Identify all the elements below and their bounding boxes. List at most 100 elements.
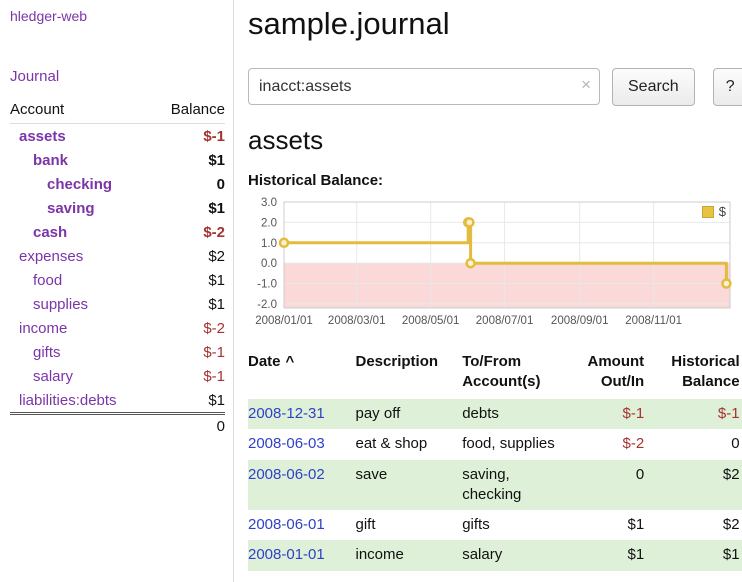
account-link-saving[interactable]: saving: [47, 199, 95, 217]
accounts-header-account: Account: [10, 101, 153, 124]
account-name-cell: gifts: [10, 340, 152, 364]
balance-chart: 3.0 2.0 1.0 0.0 -1.0 -2.0 2008/01/01 2008/03/01…: [248, 196, 736, 338]
account-link-food[interactable]: food: [33, 271, 63, 289]
account-link-cash[interactable]: cash: [33, 223, 68, 241]
register-row: 2008-12-31 pay off debts $-1 $-1: [248, 399, 742, 430]
account-balance: $-1: [203, 343, 225, 361]
account-link-assets[interactable]: assets: [19, 127, 66, 145]
register-row: 2008-06-02 save saving, checking 0 $2: [248, 459, 742, 511]
account-link-supplies[interactable]: supplies: [33, 295, 89, 313]
account-link-expenses[interactable]: expenses: [19, 247, 84, 265]
tofrom-accounts-cell: saving, checking: [462, 465, 522, 503]
register-row: 2008-06-01 gift gifts $1 $2: [248, 510, 742, 540]
sidebar-account-row: salary $-1: [10, 364, 225, 388]
page-title: sample.journal: [248, 6, 450, 41]
account-name-cell: assets: [10, 124, 152, 149]
account-balance: $-1: [203, 127, 225, 145]
register-row: 2008-06-03 eat & shop food, supplies $-2 0: [248, 429, 742, 459]
date-cell: 2008-06-01: [248, 510, 348, 540]
account-balance: $-2: [203, 319, 225, 337]
sidebar-account-row: expenses $2: [10, 244, 225, 268]
accounts-total-balance: 0: [152, 412, 225, 439]
y-tick-label: 1.0: [261, 238, 277, 250]
transaction-date-link[interactable]: 2008-01-01: [248, 546, 325, 564]
sidebar-account-row: liabilities:debts $1: [10, 388, 225, 414]
transaction-date-link[interactable]: 2008-06-02: [248, 465, 325, 483]
help-button[interactable]: ?: [712, 68, 742, 106]
account-name-cell: food: [10, 268, 152, 292]
account-name-cell: saving: [10, 196, 152, 220]
account-name-cell: income: [10, 316, 152, 340]
clear-search-icon[interactable]: ×: [581, 75, 591, 94]
sort-asc-icon: ^: [285, 353, 295, 370]
data-point: [278, 237, 290, 249]
chart-svg: 3.0 2.0 1.0 0.0 -1.0 -2.0 2008/01/01 2008/03/01…: [255, 197, 732, 327]
account-name-cell: cash: [10, 220, 152, 244]
amount-cell: $1: [627, 546, 645, 564]
description-cell: income: [355, 546, 404, 564]
accounts-total-row: 0: [10, 412, 225, 439]
date-cell: 2008-06-03: [248, 429, 348, 459]
register-col-header-description: Description: [355, 353, 439, 370]
data-point: [464, 217, 475, 228]
sidebar-account-row: gifts $-1: [10, 340, 225, 364]
historical-balance-cell: 0: [731, 435, 740, 453]
account-link-salary[interactable]: salary: [33, 367, 74, 385]
register-col-header-amount: Amount Out/In: [587, 353, 645, 390]
sidebar-account-row: saving $1: [10, 196, 225, 220]
account-balance: $-1: [203, 367, 225, 385]
historical-balance-cell: $2: [722, 465, 740, 483]
tofrom-accounts-cell: gifts: [462, 516, 490, 533]
tofrom-accounts-cell: debts: [462, 405, 499, 422]
transaction-date-link[interactable]: 2008-12-31: [248, 405, 325, 422]
description-cell: save: [355, 465, 388, 483]
amount-cell: $-2: [622, 435, 645, 453]
chart-border: [283, 201, 731, 309]
historical-balance-cell: $1: [722, 546, 740, 564]
description-cell: gift: [355, 516, 376, 533]
tofrom-accounts-cell: salary: [462, 546, 503, 564]
account-name-cell: bank: [10, 148, 152, 172]
search-box: ×: [248, 68, 600, 106]
register-col-header-date[interactable]: Date ^: [248, 353, 295, 370]
description-cell: eat & shop: [355, 435, 428, 453]
historical-balance-cell: $2: [722, 516, 740, 533]
journal-link[interactable]: Journal: [10, 68, 60, 85]
account-balance: $1: [208, 271, 225, 289]
accounts-header-row: Account Balance: [10, 101, 225, 124]
amount-cell: $-1: [622, 405, 645, 422]
account-link-liabilities-debts[interactable]: liabilities:debts: [19, 391, 117, 409]
account-name-cell: liabilities:debts: [10, 388, 152, 414]
search-button[interactable]: Search: [612, 68, 695, 106]
account-link-bank[interactable]: bank: [33, 151, 69, 169]
total-row-spacer: [10, 412, 153, 439]
register-col-header-historical: Historical Balance: [671, 353, 740, 390]
account-name-cell: salary: [10, 364, 152, 388]
sidebar-account-row: supplies $1: [10, 292, 225, 316]
sidebar-account-row: bank $1: [10, 148, 225, 172]
transaction-date-link[interactable]: 2008-06-01: [248, 516, 325, 533]
account-link-income[interactable]: income: [19, 319, 68, 337]
y-tick-label: 2.0: [261, 217, 277, 229]
accounts-header-balance: Balance: [152, 101, 225, 124]
app-title-link[interactable]: hledger-web: [10, 8, 88, 24]
account-balance: $1: [208, 295, 225, 313]
account-link-checking[interactable]: checking: [47, 175, 113, 193]
transaction-date-link[interactable]: 2008-06-03: [248, 435, 325, 453]
sidebar-account-row: cash $-2: [10, 220, 225, 244]
search-input[interactable]: [248, 68, 600, 105]
register-col-header-tofrom: To/From Account(s): [462, 353, 541, 390]
chart-legend: $: [698, 203, 729, 220]
x-tick-label: 2008/07/01: [476, 315, 534, 327]
negative-region: [284, 263, 730, 308]
account-link-gifts[interactable]: gifts: [33, 343, 61, 361]
amount-cell: 0: [635, 465, 645, 483]
y-tick-label: 3.0: [261, 197, 277, 209]
x-tick-label: 2008/01/01: [255, 315, 313, 327]
sidebar-account-row: checking 0: [10, 172, 225, 196]
accounts-table: Account Balance assets $-1 bank $1 checking 0…: [10, 101, 225, 439]
date-cell: 2008-12-31: [248, 399, 348, 429]
data-point: [721, 278, 732, 289]
date-cell: 2008-06-02: [248, 460, 348, 511]
